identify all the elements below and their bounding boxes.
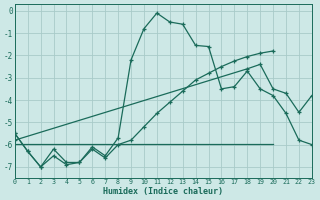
X-axis label: Humidex (Indice chaleur): Humidex (Indice chaleur)	[103, 187, 223, 196]
